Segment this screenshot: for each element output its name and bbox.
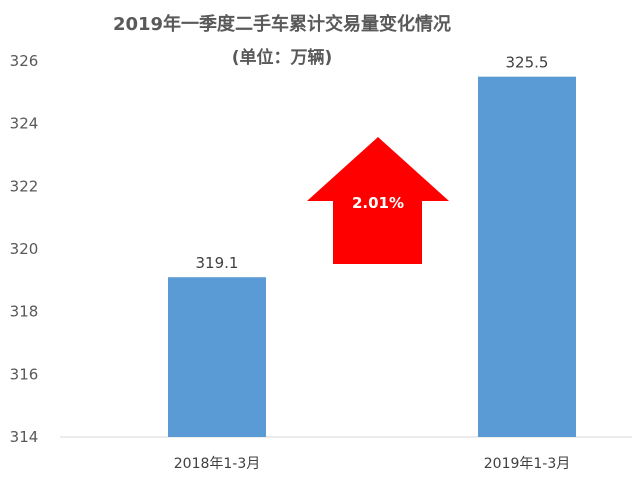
growth-arrow: 2.01% (307, 137, 449, 264)
bar (478, 76, 576, 438)
bars (168, 76, 576, 438)
y-tick-label: 320 (10, 240, 39, 258)
up-arrow-icon (307, 137, 449, 264)
y-tick-label: 316 (10, 365, 39, 383)
y-axis: 314 316 318 320 322 324 326 (10, 52, 39, 446)
data-label: 325.5 (506, 54, 549, 72)
growth-arrow-label: 2.01% (352, 194, 404, 212)
y-tick-label: 318 (10, 303, 39, 321)
y-tick-label: 326 (10, 52, 39, 70)
x-tick-label: 2019年1-3月 (484, 456, 571, 472)
chart-subtitle: (单位：万辆) (232, 47, 333, 68)
y-tick-label: 322 (10, 177, 39, 195)
x-axis: 2018年1-3月 2019年1-3月 (174, 456, 571, 472)
data-labels: 319.1 325.5 (196, 54, 549, 273)
data-label: 319.1 (196, 254, 239, 272)
y-tick-label: 324 (10, 115, 39, 133)
y-tick-label: 314 (10, 428, 39, 446)
bar (168, 277, 266, 437)
chart-title: 2019年一季度二手车累计交易量变化情况 (113, 13, 451, 35)
x-tick-label: 2018年1-3月 (174, 456, 261, 472)
